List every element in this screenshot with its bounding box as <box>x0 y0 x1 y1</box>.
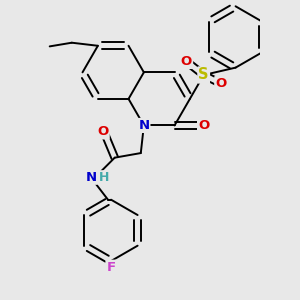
Text: S: S <box>198 68 209 82</box>
Text: H: H <box>98 171 109 184</box>
Text: N: N <box>86 171 97 184</box>
Text: O: O <box>215 77 226 90</box>
Text: N: N <box>138 119 149 132</box>
Text: O: O <box>198 119 209 132</box>
Text: F: F <box>106 261 116 274</box>
Text: O: O <box>181 55 192 68</box>
Text: O: O <box>98 125 109 138</box>
